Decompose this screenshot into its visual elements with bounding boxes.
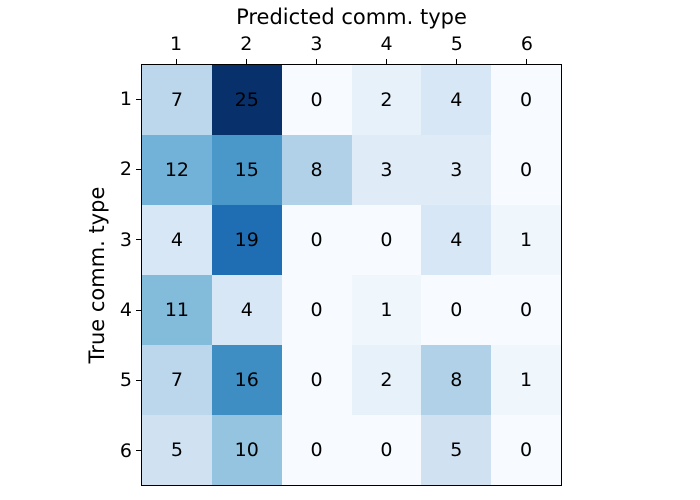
heatmap-cell: 0 <box>491 135 561 205</box>
heatmap-cell: 25 <box>211 65 282 135</box>
y-tick-label: 3 <box>119 228 132 251</box>
heatmap-cell: 7 <box>142 65 212 135</box>
heatmap-cell: 3 <box>351 135 422 205</box>
y-tick-labels: 1 2 3 4 5 6 <box>90 64 132 486</box>
x-tick-label: 4 <box>380 32 393 55</box>
x-tick-mark <box>526 59 528 64</box>
heatmap-cell: 0 <box>491 65 561 135</box>
x-tick-mark <box>456 59 458 64</box>
y-tick-mark <box>136 309 141 311</box>
heatmap-cell: 15 <box>211 135 282 205</box>
heatmap-cell: 0 <box>491 415 561 485</box>
x-tick-mark <box>386 59 388 64</box>
heatmap-cell: 8 <box>281 135 352 205</box>
x-tick-mark <box>175 59 177 64</box>
heatmap-cell: 1 <box>491 345 561 415</box>
heatmap-cell: 8 <box>421 345 492 415</box>
heatmap-cell: 0 <box>421 275 492 345</box>
heatmap-cell: 2 <box>351 65 422 135</box>
heatmap-grid: 7 25 0 2 4 0 12 15 8 3 3 0 4 19 0 0 4 1 11 4 0 1 0 0 7 16 0 2 8 1 5 10 0… <box>141 64 562 486</box>
heatmap-cell: 1 <box>491 205 561 275</box>
heatmap-cell: 11 <box>142 275 212 345</box>
x-tick-label: 6 <box>520 32 533 55</box>
heatmap-cell: 1 <box>351 275 422 345</box>
x-tick-label: 3 <box>310 32 323 55</box>
y-tick-mark <box>136 450 141 452</box>
y-tick-label: 1 <box>119 88 132 111</box>
heatmap-cell: 19 <box>211 205 282 275</box>
x-tick-marks <box>141 59 562 64</box>
heatmap-cell: 4 <box>421 205 492 275</box>
x-tick-label: 2 <box>240 32 253 55</box>
y-tick-label: 2 <box>119 158 132 181</box>
heatmap-cell: 16 <box>211 345 282 415</box>
y-tick-mark <box>136 239 141 241</box>
heatmap-cell: 3 <box>421 135 492 205</box>
heatmap-cell: 0 <box>351 415 422 485</box>
heatmap-cell: 0 <box>491 275 561 345</box>
heatmap-cell: 0 <box>281 275 352 345</box>
heatmap-cell: 7 <box>142 345 212 415</box>
x-tick-label: 1 <box>170 32 183 55</box>
heatmap-cell: 0 <box>351 205 422 275</box>
heatmap-cell: 2 <box>351 345 422 415</box>
x-tick-label: 5 <box>450 32 463 55</box>
x-tick-mark <box>315 59 317 64</box>
heatmap-cell: 0 <box>281 205 352 275</box>
y-tick-marks <box>136 64 141 486</box>
x-tick-mark <box>245 59 247 64</box>
y-tick-label: 5 <box>119 369 132 392</box>
y-tick-mark <box>136 98 141 100</box>
y-tick-label: 6 <box>119 439 132 462</box>
heatmap-cell: 0 <box>281 415 352 485</box>
heatmap-cell: 4 <box>421 65 492 135</box>
heatmap-cell: 0 <box>281 345 352 415</box>
heatmap-cell: 4 <box>211 275 282 345</box>
x-tick-labels: 1 2 3 4 5 6 <box>141 31 562 56</box>
heatmap-cell: 5 <box>142 415 212 485</box>
heatmap-cell: 4 <box>142 205 212 275</box>
y-tick-mark <box>136 379 141 381</box>
x-axis-label: Predicted comm. type <box>236 5 467 29</box>
y-tick-label: 4 <box>119 299 132 322</box>
heatmap-cell: 10 <box>211 415 282 485</box>
heatmap-cell: 0 <box>281 65 352 135</box>
heatmap-cell: 12 <box>142 135 212 205</box>
heatmap-cell: 5 <box>421 415 492 485</box>
y-tick-mark <box>136 168 141 170</box>
